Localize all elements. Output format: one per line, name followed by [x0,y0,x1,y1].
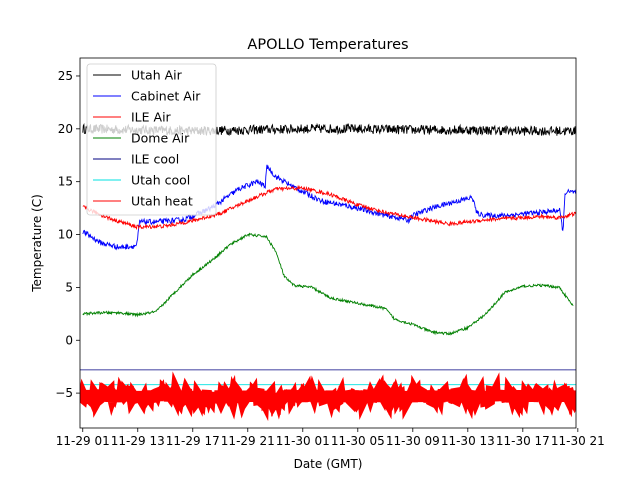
plot-frame [79,57,577,429]
y-tick-label: 0 [65,333,73,347]
legend-label: Utah heat [131,194,193,209]
x-tick-label: 11-30 05 [331,434,385,448]
x-tick-label: 11-29 13 [111,434,165,448]
legend-label: Cabinet Air [131,89,201,104]
y-tick-label: 15 [58,175,73,189]
y-tick-label: 20 [58,122,73,136]
y-tick-label: −5 [55,386,73,400]
legend-box [86,63,217,216]
ticks-layer: 11-29 01 11-29 13 11-29 17 11-29 21 11-30 01… [55,69,605,448]
series-line-cabinet-air [82,164,576,251]
y-axis-label: Temperature (C) [30,194,44,293]
x-tick-label: 11-30 17 [496,434,550,448]
legend-label: ILE Air [131,110,172,125]
x-tick-label: 11-30 09 [386,434,440,448]
x-tick-label: 11-29 01 [56,434,110,448]
series-line-ile-air [82,184,576,231]
legend-label: Dome Air [131,131,190,146]
y-tick-label: 25 [58,69,73,83]
legend-label: Utah Air [131,68,183,83]
chart-title: APOLLO Temperatures [247,37,408,53]
series-line-utah-heat [80,371,576,422]
x-tick-label: 11-30 13 [441,434,495,448]
x-tick-label: 11-29 21 [221,434,275,448]
legend-label: Utah cool [131,173,190,188]
legend-label: ILE cool [131,152,179,167]
series-line-dome-air [82,232,574,336]
x-tick-label: 11-30 01 [276,434,330,448]
x-axis-label: Date (GMT) [294,457,363,471]
x-tick-label: 11-30 21 [551,434,605,448]
y-tick-label: 5 [65,280,73,294]
x-tick-label: 11-29 17 [166,434,220,448]
y-tick-label: 10 [58,228,73,242]
legend: Utah Air Cabinet Air ILE Air Dome Air ILE co… [86,63,217,216]
